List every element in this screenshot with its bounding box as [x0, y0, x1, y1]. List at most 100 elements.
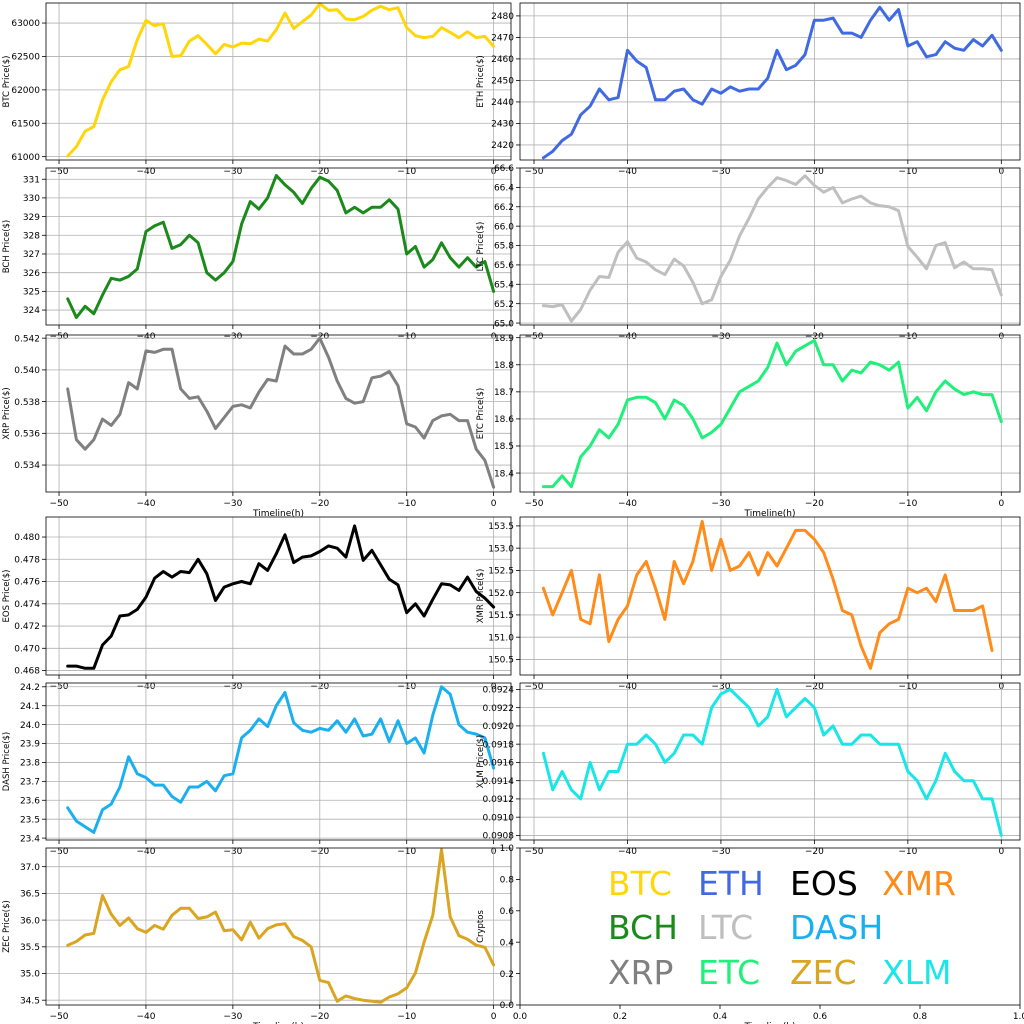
x-tick-label: −40 [618, 499, 637, 509]
y-tick-label: 0.536 [14, 430, 40, 440]
y-tick-label: 65.4 [494, 280, 514, 290]
axes-frame [519, 334, 1021, 493]
y-tick-label: 0.542 [14, 334, 40, 344]
x-tick-label: −50 [525, 499, 544, 509]
y-axis-label: ETC Price($) [476, 388, 486, 439]
y-axis-label: BCH Price($) [2, 220, 12, 274]
panel-1: −50−40−30−20−100242024302440245024602470… [476, 2, 1021, 177]
y-tick-label: 23.8 [20, 759, 40, 769]
y-tick-label: 18.5 [494, 442, 514, 452]
axes-frame [45, 167, 512, 326]
legend-label-etc: ETC [698, 953, 760, 992]
x-tick-label: −50 [50, 499, 69, 509]
y-axis-label: XRP Price($) [2, 387, 12, 439]
axes-frame [519, 167, 1021, 326]
x-tick-label: −50 [50, 1012, 69, 1022]
x-tick-label: 0.6 [813, 1012, 828, 1022]
y-tick-label: 0.540 [14, 366, 40, 376]
x-tick-label: −10 [898, 847, 917, 857]
legend-label-btc: BTC [608, 864, 672, 903]
y-axis-label: XMR Price($) [476, 569, 486, 624]
legend-label-zec: ZEC [790, 953, 857, 992]
series-line [541, 520, 994, 670]
y-tick-label: 66.4 [494, 184, 514, 194]
legend-label-eos: EOS [790, 864, 858, 903]
y-tick-label: 0.538 [14, 398, 40, 408]
y-tick-label: 151.0 [488, 633, 514, 643]
x-tick-label: 0.0 [513, 1012, 528, 1022]
x-axis-label: Timeline(h) [744, 1022, 796, 1024]
panel-8: −50−40−30−20−10023.423.523.623.723.823.9… [2, 682, 512, 857]
panel-6: −50−40−30−20−1000.4680.4700.4720.4740.47… [2, 516, 512, 692]
y-tick-label: 65.0 [494, 319, 514, 329]
y-tick-label: 1.0 [500, 844, 515, 854]
axes-frame [519, 847, 1021, 1006]
x-tick-label: 0 [491, 1012, 497, 1022]
y-tick-label: 24.0 [20, 721, 40, 731]
y-tick-label: 35.0 [20, 970, 40, 980]
y-tick-label: 66.2 [494, 203, 514, 213]
y-tick-label: 0.472 [14, 622, 40, 632]
y-tick-label: 66.0 [494, 222, 514, 232]
legend-label-xrp: XRP [608, 953, 673, 992]
y-tick-label: 0.2 [500, 970, 514, 980]
panel-0: −50−40−30−20−100610006150062000625006300… [2, 2, 512, 177]
x-tick-label: 0 [998, 499, 1004, 509]
x-tick-label: 0 [491, 499, 497, 509]
legend-label-xmr: XMR [882, 864, 956, 903]
y-tick-label: 327 [23, 250, 40, 260]
x-tick-label: −10 [397, 1012, 416, 1022]
y-axis-label: Cryptos [476, 910, 486, 943]
y-tick-label: 0.478 [14, 555, 40, 565]
y-tick-label: 23.6 [20, 796, 40, 806]
y-tick-label: 0.534 [14, 461, 40, 471]
y-tick-label: 2440 [491, 98, 514, 108]
y-tick-label: 65.6 [494, 261, 514, 271]
y-axis-label: ZEC Price($) [2, 900, 12, 953]
y-tick-label: 0.480 [14, 533, 40, 543]
legend-label-ltc: LTC [698, 908, 753, 947]
y-tick-label: 0.0918 [483, 740, 515, 750]
x-axis-label: Timeline(h) [744, 509, 796, 519]
y-tick-label: 0.0908 [483, 832, 515, 842]
legend-label-bch: BCH [608, 908, 678, 947]
x-tick-label: 1.0 [1013, 1012, 1024, 1022]
y-tick-label: 2480 [491, 12, 514, 22]
y-tick-label: 0.0916 [483, 759, 515, 769]
y-tick-label: 331 [23, 175, 40, 185]
y-tick-label: 0.468 [14, 667, 40, 677]
legend-label-dash: DASH [790, 908, 883, 947]
x-tick-label: 0 [998, 847, 1004, 857]
y-tick-label: 63000 [11, 19, 40, 29]
y-tick-label: 23.7 [20, 778, 40, 788]
axes-frame [519, 516, 1021, 676]
x-tick-label: −30 [223, 499, 242, 509]
panel-3: −50−40−30−20−10065.065.265.465.665.866.0… [476, 164, 1021, 342]
x-tick-label: −30 [223, 1012, 242, 1022]
panel-5: −50 −40 −30 −20 −10 0 18.4 18.5 18.6 18.7 18.8 18.9… [476, 334, 1021, 519]
y-tick-label: 152.5 [488, 567, 514, 577]
y-tick-label: 23.9 [20, 740, 40, 750]
x-tick-label: −20 [805, 847, 824, 857]
y-tick-label: 328 [23, 231, 40, 241]
panel-7: −50−40−30−20−100150.5151.0151.5152.0152.… [476, 516, 1021, 692]
y-tick-label: 0.0922 [483, 704, 515, 714]
y-axis-label: ETH Price($) [476, 55, 486, 107]
y-tick-label: 2430 [491, 120, 514, 130]
y-tick-label: 0.0920 [483, 722, 515, 732]
y-tick-label: 325 [23, 288, 40, 298]
y-tick-label: 2420 [491, 141, 514, 151]
y-axis-label: EOS Price($) [2, 570, 12, 623]
series-line [66, 848, 496, 1004]
y-tick-label: 36.0 [20, 916, 40, 926]
x-tick-label: −50 [525, 847, 544, 857]
y-tick-label: 18.4 [494, 469, 514, 479]
y-tick-label: 61000 [11, 153, 40, 163]
series-line [66, 2, 496, 158]
panel-4: −50 −40 −30 −20 −10 0 0.534 0.536 0.538 0.540 0.54… [2, 334, 512, 519]
y-tick-label: 0.4 [500, 938, 515, 948]
y-tick-label: 61500 [11, 119, 40, 129]
y-tick-label: 18.9 [494, 334, 514, 344]
panel-9: −50 −40 −30 −20 −10 0 0.0908 0.0910 0.0912 0.0914… [476, 682, 1021, 857]
axes-frame [519, 682, 1021, 841]
